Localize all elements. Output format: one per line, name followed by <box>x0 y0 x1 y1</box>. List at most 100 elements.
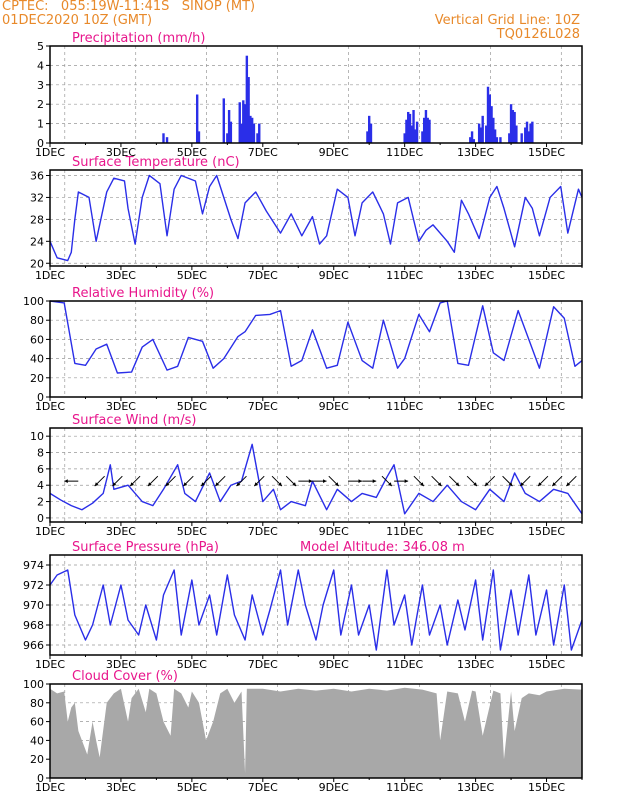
precip-bar <box>243 104 247 143</box>
temp-x-tick-label: 9DEC <box>319 269 349 282</box>
wind-y-tick-label: 6 <box>37 463 44 476</box>
wind-arrow-head <box>201 482 205 487</box>
cloud-x-tick-label: 1DEC <box>35 781 65 794</box>
wind-y-tick-label: 10 <box>30 430 44 443</box>
precip-x-tick-label: 1DEC <box>35 146 65 159</box>
precip-bar <box>403 133 406 143</box>
cloud-y-tick-label: 40 <box>30 734 44 747</box>
temp-x-tick-label: 3DEC <box>106 269 136 282</box>
precip-bar <box>490 106 493 143</box>
rh-panel <box>46 300 583 401</box>
rh-x-tick-label: 9DEC <box>319 400 349 413</box>
precip-bar <box>165 137 169 143</box>
pressure-y-tick-label: 966 <box>23 639 44 652</box>
wind-arrow-head <box>236 482 241 487</box>
wind-arrow-head <box>292 482 297 487</box>
wind-x-tick-label: 11DEC <box>386 525 423 538</box>
precip-bar <box>493 129 497 143</box>
precip-bar <box>405 119 408 143</box>
precip-y-tick-label: 3 <box>37 79 44 92</box>
precip-bar <box>520 133 523 143</box>
precip-bar <box>366 131 369 143</box>
wind-arrow-head <box>130 482 135 487</box>
precip-bar <box>229 121 233 143</box>
wind-arrow-head <box>278 482 282 487</box>
temp-y-tick-label: 24 <box>30 235 44 248</box>
precip-bar <box>249 115 252 143</box>
pressure-frame <box>49 554 583 656</box>
temp-y-tick-label: 28 <box>30 213 44 226</box>
wind-arrow-head <box>147 482 152 487</box>
temp-frame <box>49 169 583 267</box>
wind-arrow-head <box>419 482 424 487</box>
temp-x-tick-label: 13DEC <box>457 269 494 282</box>
precip-bar <box>499 137 502 143</box>
pressure-x-tick-label: 3DEC <box>106 658 136 671</box>
cloud-panel <box>46 683 583 782</box>
wind-arrow-head <box>520 482 525 487</box>
precip-bar <box>424 110 428 143</box>
rh-y-tick-label: 40 <box>30 353 44 366</box>
precip-bar <box>492 117 495 143</box>
precip-bar <box>479 127 483 143</box>
rh-y-tick-label: 80 <box>30 314 44 327</box>
precip-bar <box>509 104 513 143</box>
precip-bar <box>486 86 490 143</box>
precip-x-tick-label: 9DEC <box>319 146 349 159</box>
precip-bar <box>252 123 256 143</box>
precip-bar <box>226 133 229 143</box>
cloud-y-tick-label: 0 <box>37 772 44 785</box>
wind-x-tick-label: 15DEC <box>528 525 565 538</box>
header-datetime: 01DEC2020 10Z (GMT) <box>2 13 153 28</box>
wind-x-tick-label: 9DEC <box>319 525 349 538</box>
model-altitude-label: Model Altitude: 346.08 m <box>300 540 465 555</box>
precip-x-tick-label: 5DEC <box>177 146 207 159</box>
wind-arrow-head <box>215 482 220 487</box>
precip-bar <box>426 117 429 143</box>
pressure-panel <box>46 554 583 659</box>
precip-bar <box>415 121 419 143</box>
rh-y-tick-label: 100 <box>23 295 44 308</box>
cloud-x-tick-label: 15DEC <box>528 781 565 794</box>
cloud-x-tick-label: 9DEC <box>319 781 349 794</box>
precip-bar <box>428 119 431 143</box>
precip-y-tick-label: 5 <box>37 40 44 53</box>
pressure-x-tick-label: 9DEC <box>319 658 349 671</box>
rh-y-tick-label: 20 <box>30 372 44 385</box>
pressure-x-tick-label: 1DEC <box>35 658 65 671</box>
temp-y-tick-label: 32 <box>30 191 44 204</box>
header-location: CPTEC: 055:19W-11:41S SINOP (MT) <box>2 0 256 14</box>
precip-bar <box>485 125 488 143</box>
precip-bar <box>197 131 201 143</box>
precip-x-tick-label: 15DEC <box>528 146 565 159</box>
pressure-y-tick-label: 968 <box>23 619 44 632</box>
rh-series-line <box>49 300 583 374</box>
wind-arrow-head <box>308 479 313 484</box>
wind-arrow-head <box>323 479 327 484</box>
precip-bar <box>407 111 410 143</box>
precip-bar <box>421 131 424 143</box>
temp-y-tick-label: 36 <box>30 169 44 182</box>
precip-bar <box>195 94 199 143</box>
precip-bar <box>472 139 476 143</box>
precip-bar <box>524 127 527 143</box>
precip-x-tick-label: 3DEC <box>106 146 136 159</box>
cloud-x-tick-label: 13DEC <box>457 781 494 794</box>
rh-x-tick-label: 1DEC <box>35 400 65 413</box>
pressure-series-line <box>49 569 583 651</box>
wind-x-tick-label: 7DEC <box>248 525 278 538</box>
wind-arrow-head <box>566 482 571 487</box>
cloud-x-tick-label: 7DEC <box>248 781 278 794</box>
wind-arrow-head <box>254 482 259 487</box>
rh-x-tick-label: 11DEC <box>386 400 423 413</box>
rh-x-tick-label: 5DEC <box>177 400 207 413</box>
precip-bar <box>495 137 499 143</box>
wind-arrow-head <box>334 482 339 487</box>
temp-x-tick-label: 1DEC <box>35 269 65 282</box>
cloud-frame <box>49 683 583 779</box>
precip-bar <box>414 129 417 143</box>
wind-title: Surface Wind (m/s) <box>72 413 196 428</box>
cloud-y-tick-label: 100 <box>23 678 44 691</box>
wind-arrow-head <box>183 482 188 487</box>
